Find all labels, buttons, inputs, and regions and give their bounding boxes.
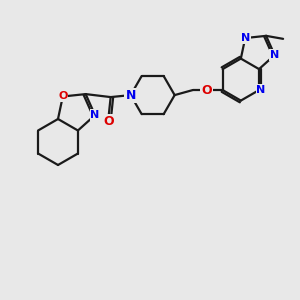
Text: O: O bbox=[201, 84, 212, 97]
Text: N: N bbox=[241, 33, 250, 43]
Text: N: N bbox=[90, 110, 100, 120]
Text: O: O bbox=[58, 92, 68, 101]
Text: N: N bbox=[270, 50, 279, 60]
Text: N: N bbox=[256, 85, 266, 95]
Text: N: N bbox=[125, 88, 136, 102]
Text: O: O bbox=[103, 115, 114, 128]
